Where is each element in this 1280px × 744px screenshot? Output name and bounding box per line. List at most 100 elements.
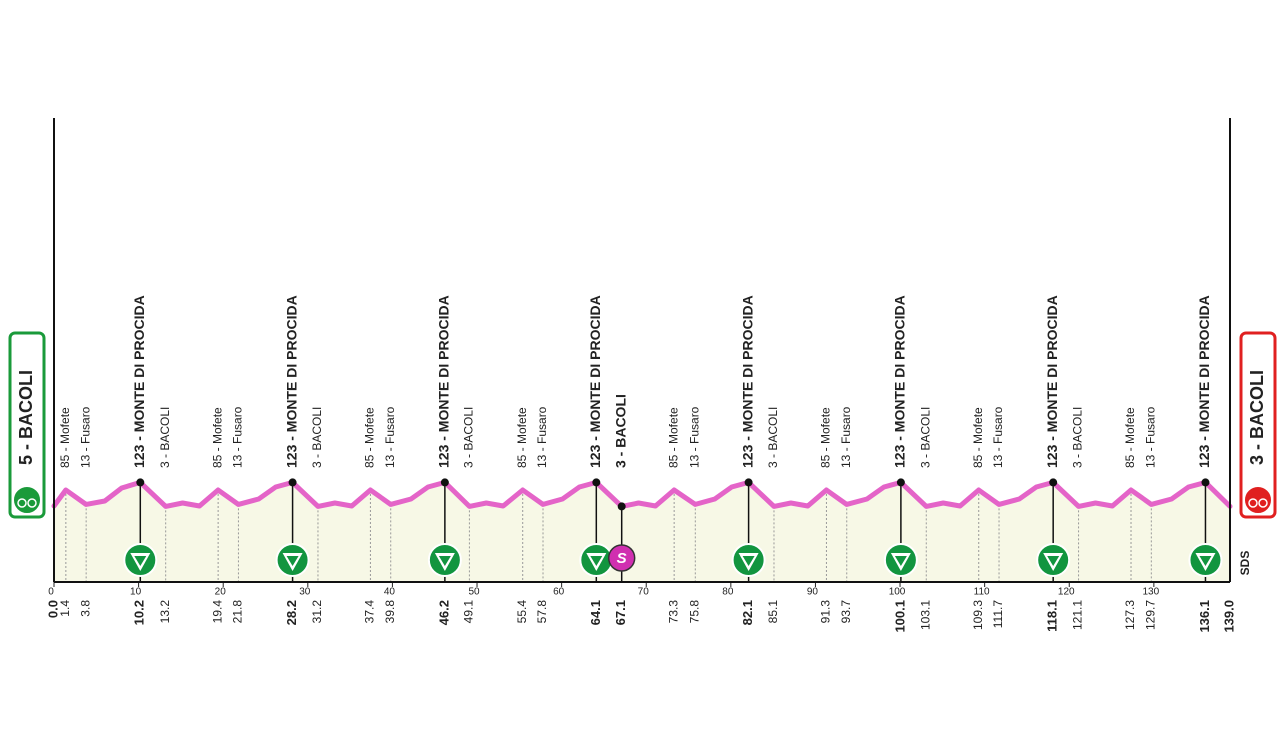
waypoint-label: 85 - Mofete: [666, 407, 680, 468]
km-label: 21.8: [231, 600, 245, 624]
waypoint-label: 13 - Fusaro: [78, 406, 92, 468]
km-label: 139.0: [1221, 600, 1236, 633]
x-tick-label: 50: [468, 587, 480, 598]
climb-icon-arrow-inner: [134, 556, 147, 566]
km-label: 136.1: [1197, 600, 1212, 633]
waypoint-label: 3 - BACOLI: [158, 407, 172, 468]
km-label: 82.1: [740, 600, 755, 625]
waypoint-label: 13 - Fusaro: [231, 406, 245, 468]
km-label: 3.8: [78, 600, 92, 617]
endpoint-label: 3 - BACOLI: [1247, 370, 1267, 465]
waypoint-dot: [1201, 478, 1210, 487]
km-label: 91.3: [819, 600, 833, 624]
x-tick-label: 70: [638, 587, 650, 598]
km-label: 39.8: [383, 600, 397, 624]
waypoint-label: 13 - Fusaro: [839, 406, 853, 468]
km-label: 109.3: [971, 600, 985, 630]
x-tick-label: 80: [722, 587, 734, 598]
waypoint-label: 13 - Fusaro: [687, 406, 701, 468]
endpoint-icon: [1243, 485, 1273, 515]
waypoint-label: 123 - MONTE DI PROCIDA: [131, 295, 147, 468]
waypoint-label: 85 - Mofete: [515, 407, 529, 468]
endpoint-icon-wheel: [1248, 498, 1258, 508]
waypoint-label: 13 - Fusaro: [991, 406, 1005, 468]
climb-icon-arrow-inner: [742, 556, 755, 566]
km-label: 1.4: [58, 600, 72, 617]
waypoint-label: 3 - BACOLI: [918, 407, 932, 468]
km-label: 121.1: [1071, 600, 1085, 630]
km-label: 0.0: [45, 600, 60, 618]
x-tick-label: 30: [299, 587, 311, 598]
waypoint-label: 13 - Fusaro: [383, 406, 397, 468]
climb-icon-arrow-inner: [438, 556, 451, 566]
waypoint-label: 3 - BACOLI: [1071, 407, 1085, 468]
km-label: 118.1: [1045, 600, 1060, 632]
waypoint-dot: [896, 478, 905, 487]
x-tick-label: 90: [807, 587, 819, 598]
x-tick-label: 130: [1143, 587, 1160, 598]
km-label: 127.3: [1123, 600, 1137, 630]
endpoint-icon-wheel: [17, 498, 27, 508]
waypoint-label: 123 - MONTE DI PROCIDA: [587, 295, 603, 468]
waypoint-dot: [592, 478, 601, 487]
waypoint-dot: [617, 502, 626, 511]
x-tick-label: 120: [1058, 587, 1075, 598]
x-tick-label: 40: [384, 587, 396, 598]
x-tick-label: 100: [889, 587, 906, 598]
climb-icon-arrow-inner: [286, 556, 299, 566]
endpoint-icon-wheel: [27, 498, 37, 508]
waypoint-label: 13 - Fusaro: [535, 406, 549, 468]
waypoint-label: 85 - Mofete: [1123, 407, 1137, 468]
waypoint-label: 13 - Fusaro: [1143, 406, 1157, 468]
waypoint-label: 85 - Mofete: [971, 407, 985, 468]
km-label: 64.1: [588, 600, 603, 625]
climb-icon-arrow-inner: [1199, 556, 1212, 566]
waypoint-label: 3 - BACOLI: [612, 394, 628, 468]
sprint-symbol: S: [617, 550, 627, 567]
waypoint-dot: [1049, 478, 1058, 487]
waypoint-label: 3 - BACOLI: [310, 407, 324, 468]
x-tick-label: 60: [553, 587, 565, 598]
km-label: 49.1: [462, 600, 476, 624]
x-tick-label: 0: [48, 587, 54, 598]
x-tick-label: 110: [974, 587, 990, 598]
sprint-icon: [607, 544, 636, 572]
km-label: 75.8: [687, 600, 701, 624]
km-label: 73.3: [666, 600, 680, 624]
km-label: 57.8: [535, 600, 549, 624]
km-label: 19.4: [210, 600, 224, 624]
km-label: 100.1: [892, 600, 907, 633]
waypoint-dot: [440, 478, 449, 487]
endpoint-box: [1239, 331, 1277, 519]
endpoint-label: 5 - BACOLI: [16, 370, 36, 465]
waypoint-label: 3 - BACOLI: [462, 407, 476, 468]
waypoint-label: 85 - Mofete: [210, 407, 224, 468]
km-label: 13.2: [158, 600, 172, 624]
waypoint-label: 123 - MONTE DI PROCIDA: [739, 295, 755, 468]
km-label: 37.4: [363, 600, 377, 624]
km-label: 10.2: [132, 600, 147, 625]
waypoint-dot: [288, 478, 297, 487]
km-label: 31.2: [310, 600, 324, 624]
x-tick-label: 20: [215, 587, 227, 598]
waypoint-label: 85 - Mofete: [819, 407, 833, 468]
km-label: 55.4: [515, 600, 529, 624]
km-label: 85.1: [766, 600, 780, 624]
logo: SDS: [1238, 551, 1252, 576]
climb-icon-arrow-inner: [1047, 556, 1060, 566]
endpoint-box: [8, 331, 46, 519]
climb-icon-arrow-inner: [894, 556, 907, 566]
waypoint-dot: [744, 478, 753, 487]
km-label: 111.7: [991, 600, 1005, 629]
km-label: 129.7: [1143, 600, 1157, 630]
waypoint-dot: [136, 478, 145, 487]
waypoint-label: 3 - BACOLI: [766, 407, 780, 468]
waypoint-label: 123 - MONTE DI PROCIDA: [1044, 295, 1060, 468]
km-label: 93.7: [839, 600, 853, 624]
waypoint-label: 85 - Mofete: [58, 407, 72, 468]
waypoint-label: 123 - MONTE DI PROCIDA: [1196, 295, 1212, 468]
km-label: 67.1: [613, 600, 628, 625]
waypoint-label: 123 - MONTE DI PROCIDA: [892, 295, 908, 468]
climb-icon-arrow-inner: [590, 556, 603, 566]
waypoint-label: 123 - MONTE DI PROCIDA: [436, 295, 452, 468]
